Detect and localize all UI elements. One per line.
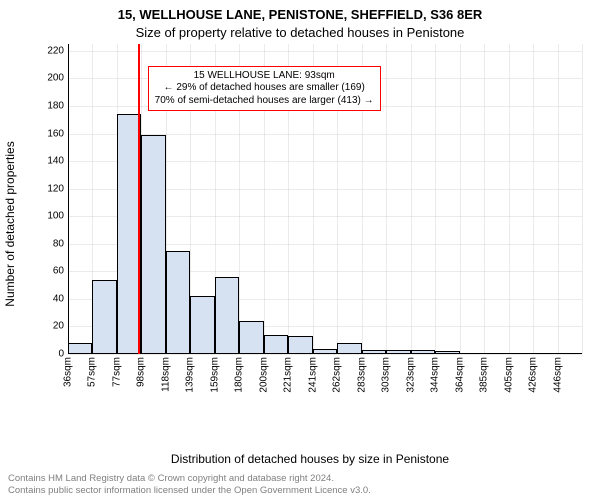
x-tick-label: 118sqm (160, 354, 171, 392)
plot-area: 02040608010012014016018020022036sqm57sqm… (68, 44, 582, 354)
grid-line-v (484, 44, 485, 354)
chart-wrap: Number of detached properties 0204060801… (38, 44, 582, 404)
x-tick-label: 364sqm (454, 354, 465, 393)
annotation-line: 70% of semi-detached houses are larger (… (155, 95, 374, 108)
footer-line-2: Contains public sector information licen… (8, 485, 371, 496)
x-tick-label: 200sqm (258, 354, 269, 393)
title-sub: Size of property relative to detached ho… (0, 24, 600, 42)
x-tick-label: 241sqm (307, 354, 318, 393)
annotation-line: ← 29% of detached houses are smaller (16… (155, 82, 374, 95)
y-tick-label: 20 (53, 321, 68, 332)
grid-line-v (509, 44, 510, 354)
annotation-box: 15 WELLHOUSE LANE: 93sqm← 29% of detache… (148, 66, 381, 112)
x-tick-label: 159sqm (209, 354, 220, 393)
y-tick-label: 40 (53, 293, 68, 304)
histogram-bar (141, 135, 165, 354)
histogram-bar (215, 277, 239, 354)
histogram-bar (264, 335, 288, 354)
x-tick-label: 180sqm (234, 354, 245, 393)
histogram-bar (166, 251, 190, 354)
grid-line-v (460, 44, 461, 354)
x-tick-label: 405sqm (503, 354, 514, 393)
x-tick-label: 36sqm (63, 354, 74, 387)
y-tick-label: 100 (47, 211, 68, 222)
grid-line-h (68, 51, 582, 52)
chart-container: 15, WELLHOUSE LANE, PENISTONE, SHEFFIELD… (0, 0, 600, 500)
grid-line-v (558, 44, 559, 354)
y-tick-label: 60 (53, 266, 68, 277)
x-tick-label: 221sqm (283, 354, 294, 393)
x-tick-label: 426sqm (528, 354, 539, 393)
y-tick-label: 160 (47, 128, 68, 139)
x-tick-label: 344sqm (430, 354, 441, 393)
y-tick-label: 200 (47, 73, 68, 84)
title-main: 15, WELLHOUSE LANE, PENISTONE, SHEFFIELD… (0, 0, 600, 24)
x-tick-label: 139sqm (185, 354, 196, 393)
x-tick-label: 303sqm (381, 354, 392, 393)
y-axis-line (68, 44, 69, 354)
y-tick-label: 140 (47, 156, 68, 167)
y-tick-label: 180 (47, 101, 68, 112)
y-axis-label: Number of detached properties (3, 141, 17, 306)
histogram-bar (190, 296, 214, 354)
y-tick-label: 80 (53, 238, 68, 249)
histogram-bar (92, 280, 116, 354)
grid-line-v (411, 44, 412, 354)
x-tick-label: 283sqm (356, 354, 367, 393)
x-axis-line (68, 353, 582, 354)
x-tick-label: 57sqm (87, 354, 98, 387)
x-tick-label: 98sqm (136, 354, 147, 387)
x-tick-label: 323sqm (405, 354, 416, 393)
grid-line-v (435, 44, 436, 354)
y-tick-label: 120 (47, 183, 68, 194)
x-tick-label: 446sqm (552, 354, 563, 393)
annotation-line: 15 WELLHOUSE LANE: 93sqm (155, 70, 374, 83)
y-tick-label: 220 (47, 45, 68, 56)
grid-line-v (533, 44, 534, 354)
marker-line (138, 44, 140, 354)
footer-line-1: Contains HM Land Registry data © Crown c… (8, 473, 371, 484)
x-tick-label: 77sqm (111, 354, 122, 387)
grid-line-v (582, 44, 583, 354)
x-axis-label: Distribution of detached houses by size … (171, 452, 449, 466)
x-tick-label: 385sqm (479, 354, 490, 393)
x-tick-label: 262sqm (332, 354, 343, 393)
grid-line-v (386, 44, 387, 354)
footer: Contains HM Land Registry data © Crown c… (8, 473, 371, 496)
histogram-bar (288, 336, 312, 354)
histogram-bar (239, 321, 263, 354)
